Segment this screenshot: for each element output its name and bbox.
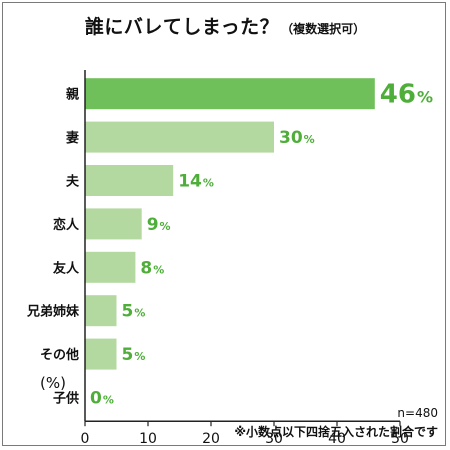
- chart-frame: [2, 2, 446, 446]
- category-label: 恋人: [53, 217, 80, 233]
- bar: [85, 121, 274, 153]
- category-label: 子供: [53, 391, 79, 407]
- title-area: 誰にバレてしまった？ （複数選択可）: [0, 12, 450, 39]
- data-label: 14%: [178, 172, 214, 192]
- category-label: 夫: [66, 174, 80, 190]
- data-label: 5%: [122, 345, 146, 365]
- chart-subtitle: （複数選択可）: [281, 22, 366, 36]
- category-label: 兄弟姉妹: [26, 304, 80, 320]
- data-label: 46%: [380, 80, 433, 110]
- category-label: 妻: [66, 130, 79, 146]
- x-tick-label: 50: [391, 431, 409, 447]
- data-label: 0%: [90, 389, 114, 409]
- data-label: 9%: [147, 215, 171, 235]
- bar: [85, 165, 174, 196]
- bar: [85, 338, 117, 370]
- bar: [85, 295, 117, 327]
- bar: [85, 251, 136, 283]
- category-label: その他: [40, 347, 79, 363]
- chart-title: 誰にバレてしまった？: [84, 16, 280, 38]
- bar: [85, 78, 375, 110]
- data-label: 30%: [279, 128, 315, 148]
- data-label: 8%: [140, 258, 164, 278]
- axis-unit-label: (%): [40, 374, 66, 392]
- x-tick-label: 0: [81, 431, 90, 447]
- x-tick-label: 20: [202, 431, 220, 447]
- x-tick-label: 10: [139, 431, 157, 447]
- data-label: 5%: [122, 302, 146, 322]
- x-tick-label: 30: [265, 431, 283, 447]
- sample-size-note: n=480: [397, 406, 438, 420]
- rounding-note: ※小数点以下四捨五入された割合です: [234, 425, 438, 439]
- x-tick-label: 40: [328, 431, 346, 447]
- category-label: 親: [66, 87, 79, 103]
- category-label: 友人: [53, 260, 80, 276]
- bar: [85, 208, 142, 240]
